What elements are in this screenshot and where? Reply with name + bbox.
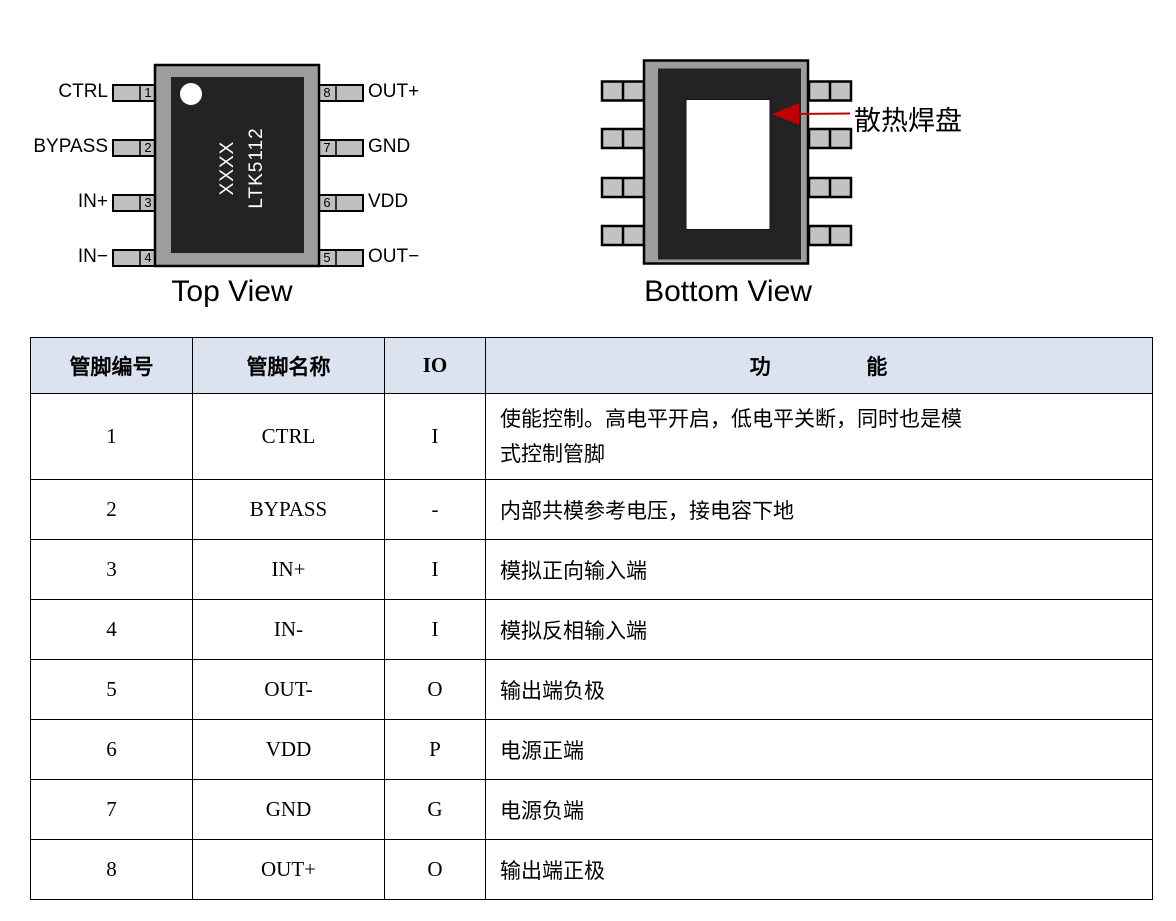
svg-text:8: 8 [323, 85, 330, 100]
svg-text:1: 1 [144, 85, 151, 100]
svg-text:5: 5 [323, 250, 330, 265]
svg-text:4: 4 [144, 250, 151, 265]
svg-text:VDD: VDD [368, 191, 408, 212]
svg-text:IN−: IN− [78, 246, 108, 267]
svg-text:6: 6 [323, 195, 330, 210]
svg-text:OUT+: OUT+ [368, 81, 419, 102]
svg-text:2: 2 [144, 140, 151, 155]
svg-text:7: 7 [323, 140, 330, 155]
svg-text:OUT−: OUT− [368, 246, 419, 267]
svg-text:Top View: Top View [171, 275, 293, 308]
svg-text:3: 3 [144, 195, 151, 210]
svg-text:IN+: IN+ [78, 191, 108, 212]
svg-text:GND: GND [368, 136, 410, 157]
svg-text:BYPASS: BYPASS [33, 136, 108, 157]
svg-text:CTRL: CTRL [58, 81, 108, 102]
svg-text:LTK5112: LTK5112 [246, 127, 267, 208]
svg-text:散热焊盘: 散热焊盘 [854, 106, 962, 136]
svg-text:XXXX: XXXX [217, 141, 238, 196]
svg-text:Bottom View: Bottom View [644, 275, 812, 308]
